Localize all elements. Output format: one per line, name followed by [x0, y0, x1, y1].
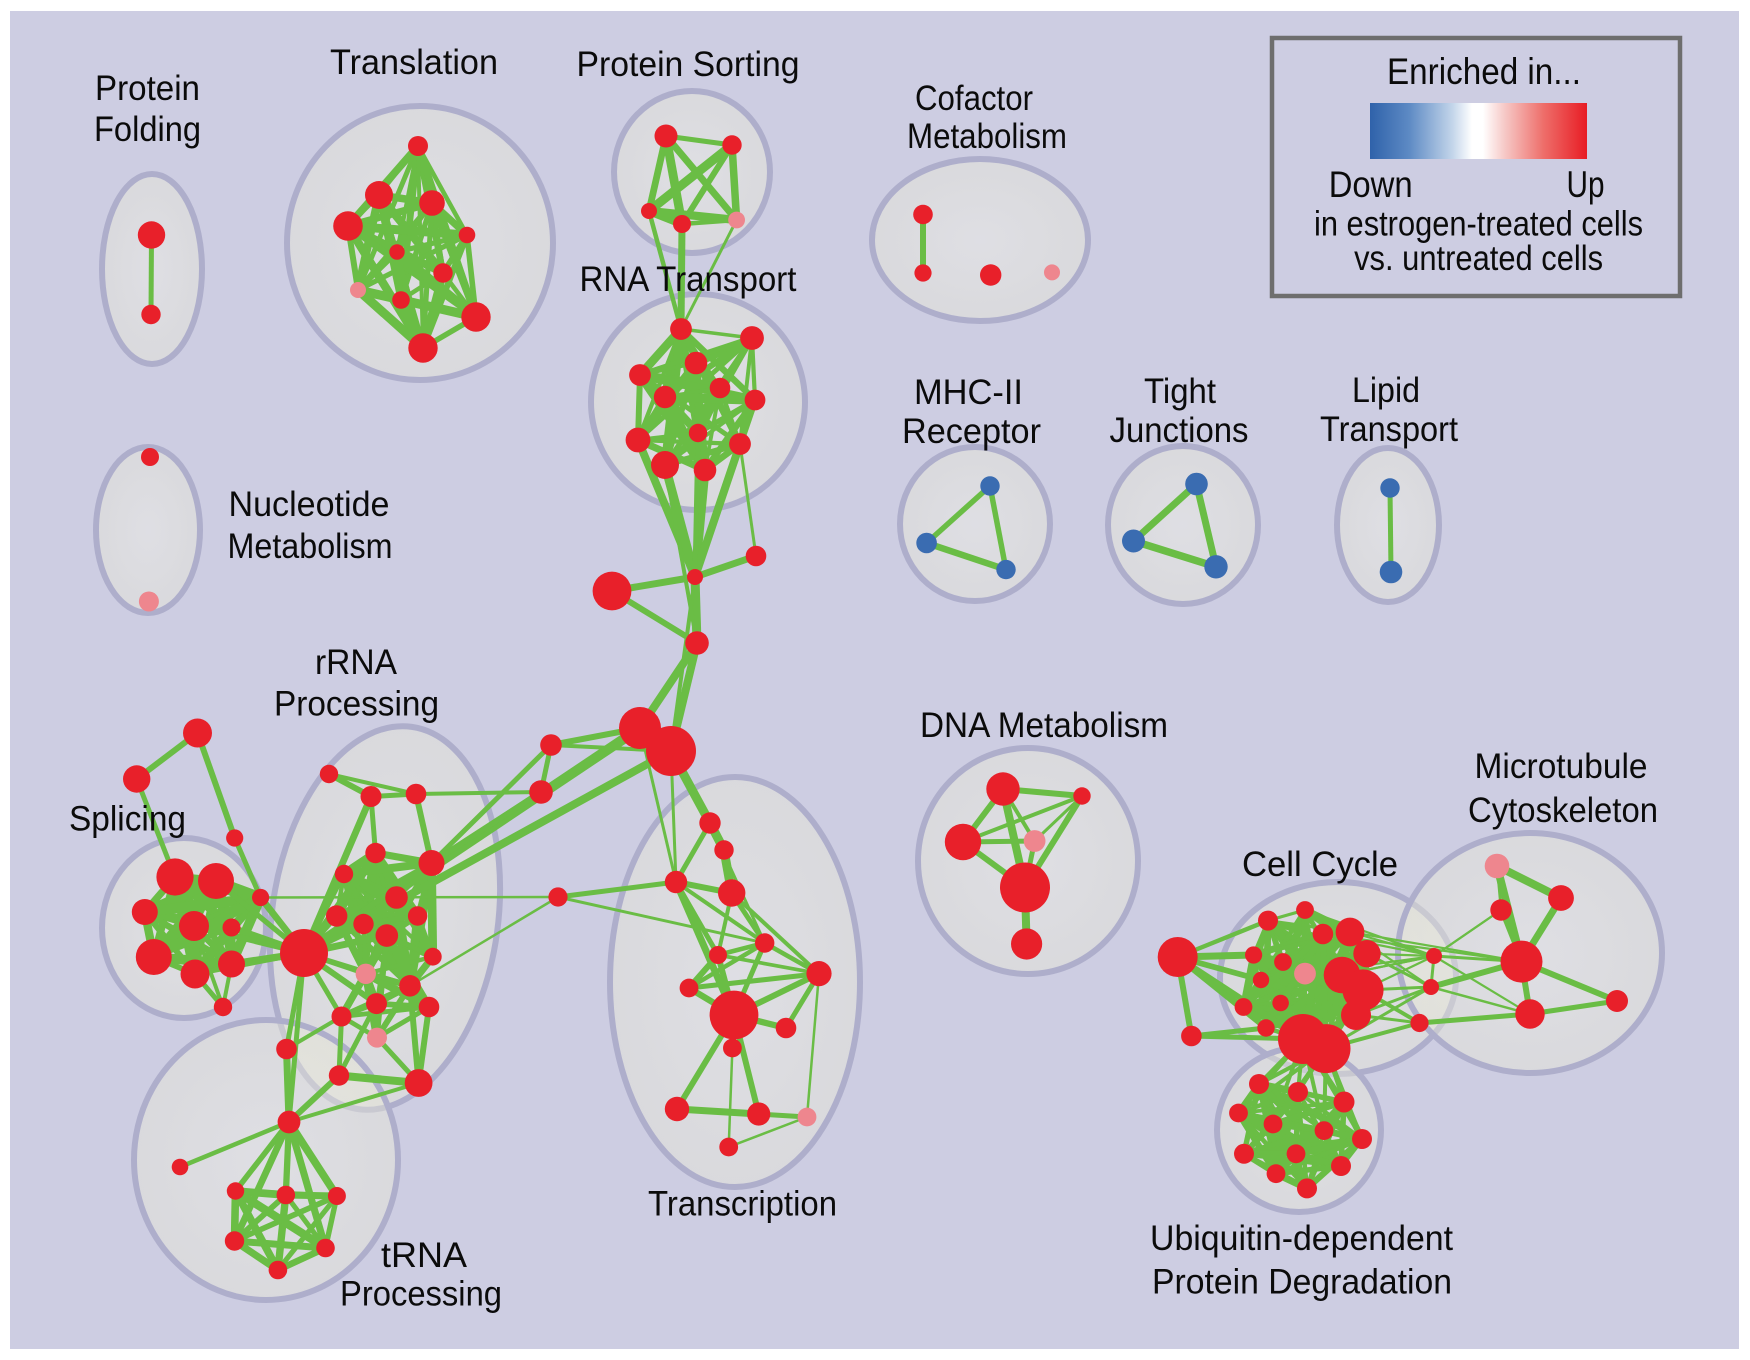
svg-text:Junctions: Junctions [1110, 411, 1249, 450]
svg-text:RNA Transport: RNA Transport [580, 260, 797, 299]
svg-text:Translation: Translation [330, 43, 498, 82]
svg-text:Down: Down [1329, 164, 1413, 205]
svg-text:DNA Metabolism: DNA Metabolism [920, 706, 1168, 745]
svg-text:Cell Cycle: Cell Cycle [1242, 845, 1398, 884]
svg-text:tRNA: tRNA [381, 1236, 468, 1275]
svg-text:Lipid: Lipid [1352, 371, 1420, 410]
svg-text:Ubiquitin-dependent: Ubiquitin-dependent [1150, 1219, 1453, 1258]
svg-text:Up: Up [1567, 164, 1605, 205]
svg-text:Protein: Protein [95, 69, 200, 108]
svg-text:Tight: Tight [1144, 372, 1216, 411]
svg-text:Transport: Transport [1320, 410, 1458, 449]
svg-text:Splicing: Splicing [69, 800, 186, 839]
svg-text:vs. untreated cells: vs. untreated cells [1354, 239, 1603, 278]
svg-text:Folding: Folding [94, 110, 201, 149]
svg-text:Receptor: Receptor [902, 412, 1041, 451]
svg-text:Processing: Processing [340, 1275, 502, 1314]
svg-text:MHC-II: MHC-II [914, 373, 1023, 412]
svg-text:Metabolism: Metabolism [228, 527, 393, 566]
svg-text:Processing: Processing [274, 685, 439, 724]
svg-text:Nucleotide: Nucleotide [229, 485, 390, 524]
svg-text:Protein Sorting: Protein Sorting [577, 45, 800, 84]
svg-text:Metabolism: Metabolism [907, 117, 1067, 156]
svg-text:Cytoskeleton: Cytoskeleton [1468, 791, 1658, 830]
svg-text:Microtubule: Microtubule [1475, 747, 1648, 786]
svg-text:in estrogen-treated cells: in estrogen-treated cells [1314, 205, 1643, 244]
svg-text:Cofactor: Cofactor [915, 79, 1033, 118]
svg-text:Transcription: Transcription [648, 1184, 837, 1223]
svg-text:rRNA: rRNA [315, 643, 398, 682]
svg-text:Enriched in...: Enriched in... [1387, 51, 1581, 92]
svg-text:Protein Degradation: Protein Degradation [1152, 1263, 1452, 1302]
